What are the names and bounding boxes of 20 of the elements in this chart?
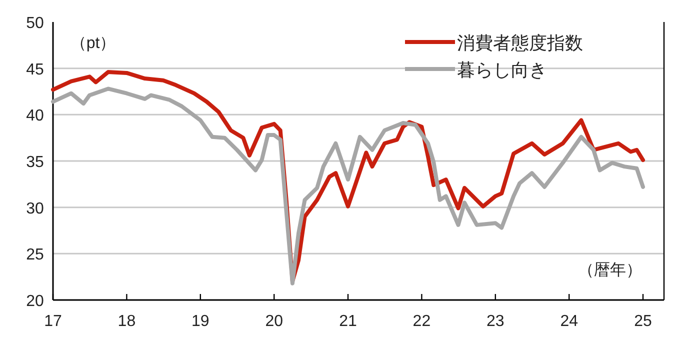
x-tick-label: 24 bbox=[560, 313, 578, 330]
y-tick-label: 50 bbox=[26, 15, 44, 32]
y-tick-label: 45 bbox=[26, 61, 44, 78]
x-tick-label: 17 bbox=[44, 313, 62, 330]
x-axis-title: （暦年） bbox=[578, 262, 642, 279]
x-tick-label: 25 bbox=[634, 313, 652, 330]
x-tick-label: 18 bbox=[118, 313, 136, 330]
y-tick-label: 20 bbox=[26, 293, 44, 310]
y-axis-title: （pt） bbox=[70, 35, 116, 52]
y-tick-label: 40 bbox=[26, 108, 44, 125]
x-tick-label: 19 bbox=[192, 313, 210, 330]
x-tick-label: 20 bbox=[265, 313, 284, 330]
y-tick-label: 25 bbox=[26, 246, 44, 264]
legend-label: 消費者態度指数 bbox=[457, 33, 583, 53]
x-tick-label: 23 bbox=[486, 313, 504, 330]
y-tick-label: 35 bbox=[26, 154, 44, 171]
x-tick-label: 22 bbox=[412, 313, 431, 330]
x-tick-label: 21 bbox=[339, 313, 357, 330]
legend-label: 暮らし向き bbox=[457, 60, 547, 80]
y-tick-label: 30 bbox=[26, 200, 44, 218]
